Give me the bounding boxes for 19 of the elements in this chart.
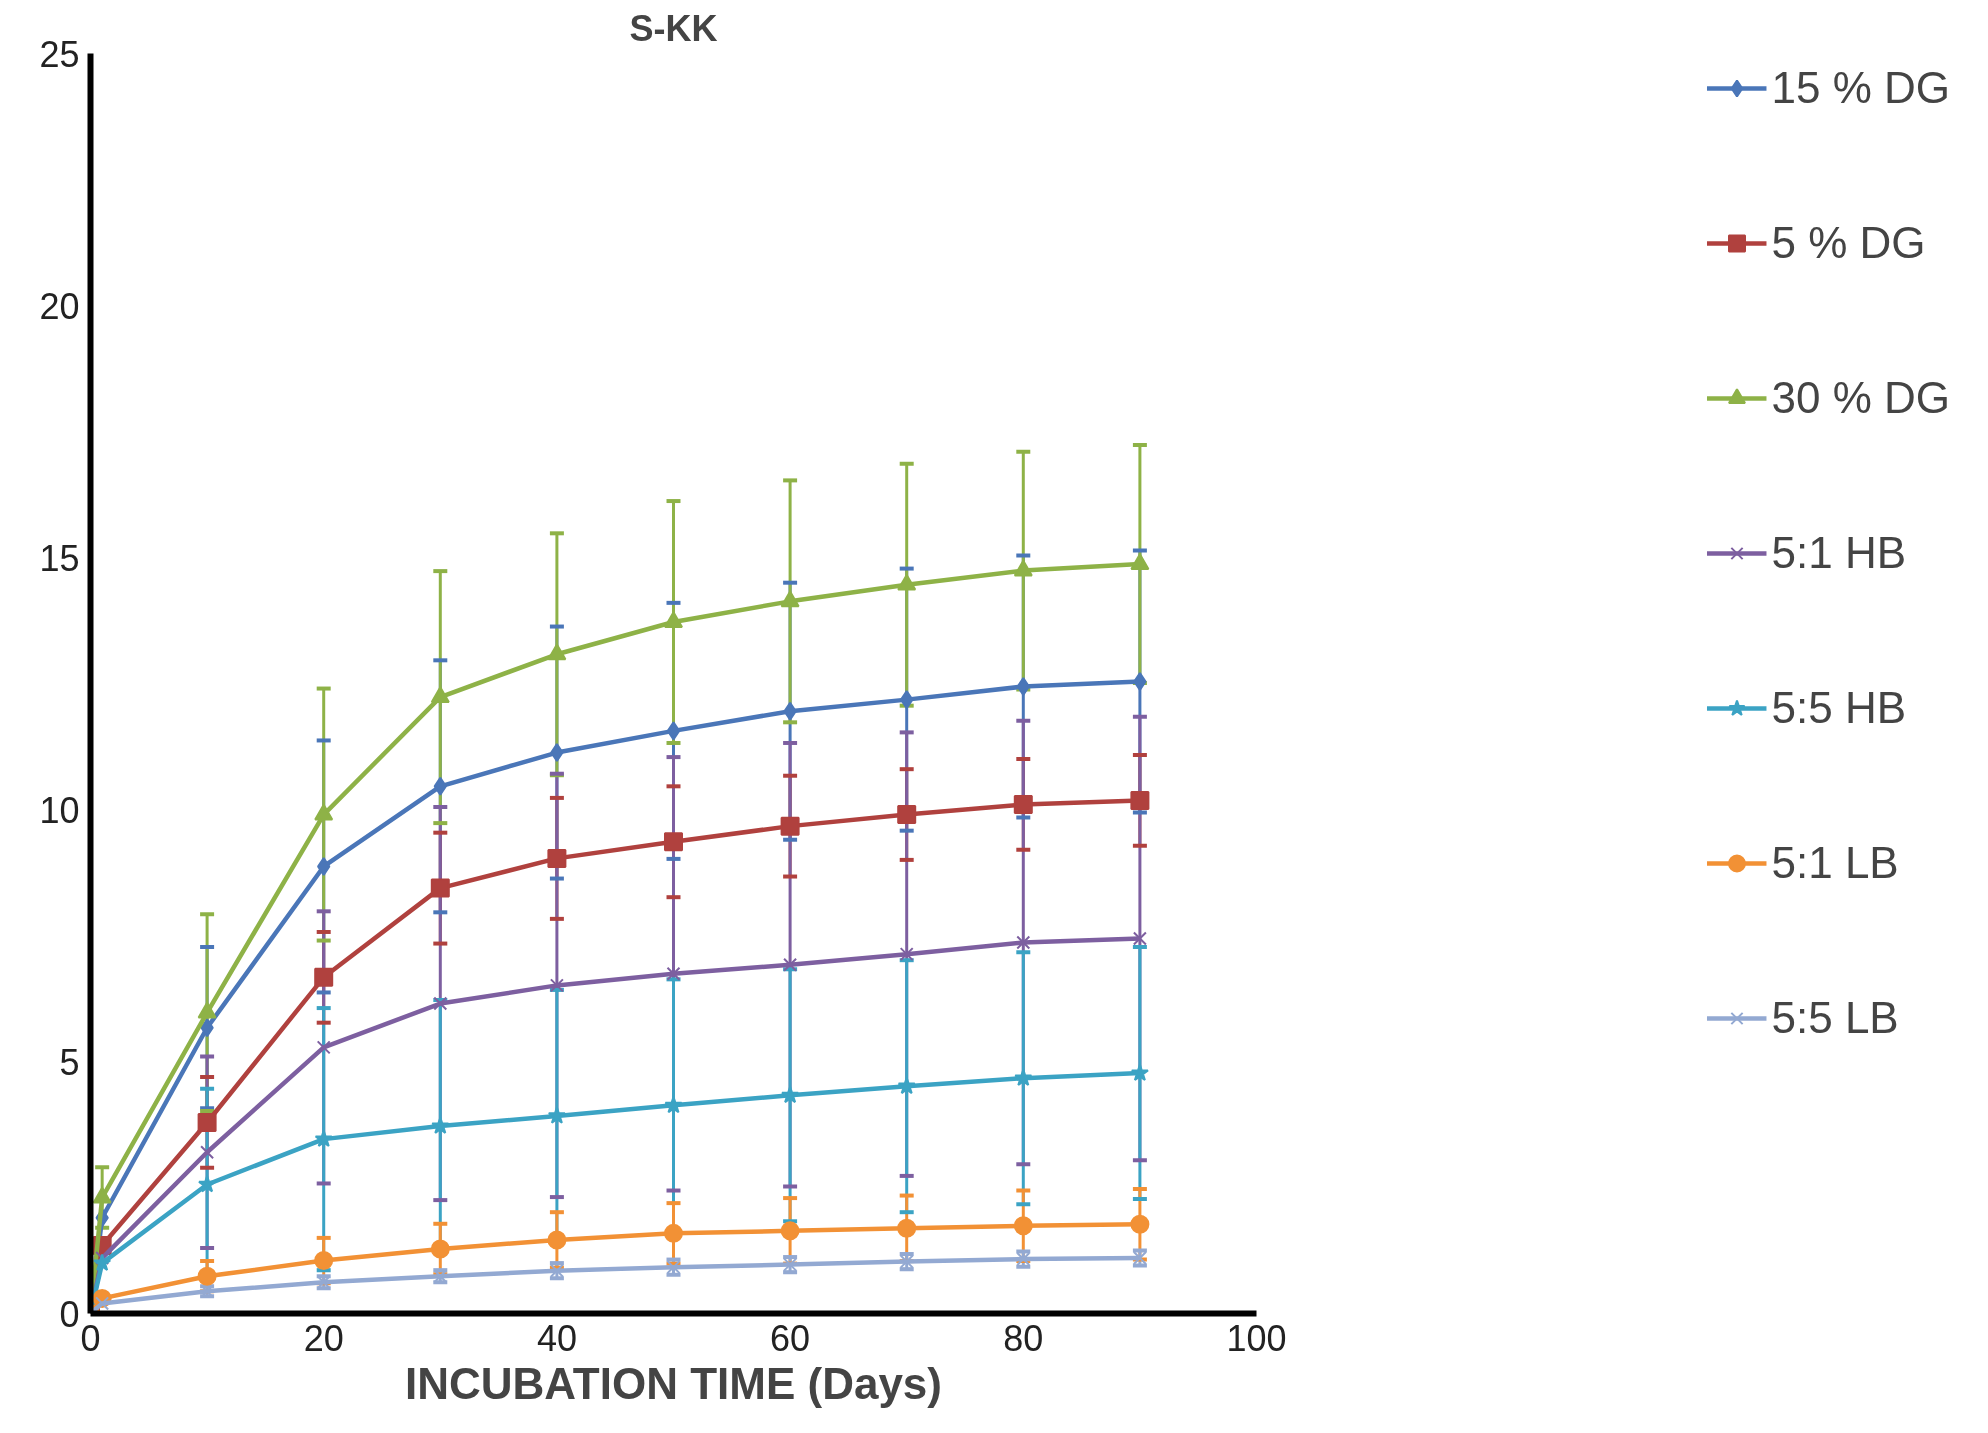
x-tick-label: 60 bbox=[770, 1317, 811, 1359]
legend-label: 30 % DG bbox=[1771, 373, 1950, 423]
y-tick-label: 10 bbox=[39, 789, 80, 831]
x-tick-label: 80 bbox=[1003, 1317, 1044, 1359]
x-tick-label: 100 bbox=[1226, 1317, 1287, 1359]
legend-label: 5:1 HB bbox=[1771, 528, 1906, 578]
x-axis-title: INCUBATION TIME (Days) bbox=[405, 1358, 942, 1408]
legend-label: 5:1 LB bbox=[1771, 838, 1899, 888]
y-tick-label: 25 bbox=[39, 33, 80, 75]
legend-label: 5:5 HB bbox=[1771, 683, 1906, 733]
y-tick-label: 20 bbox=[39, 285, 80, 327]
legend-label: 5:5 LB bbox=[1771, 993, 1899, 1043]
x-tick-label: 20 bbox=[303, 1317, 344, 1359]
chart-title: S-KK bbox=[629, 7, 718, 49]
legend-label: 5 % DG bbox=[1771, 218, 1926, 268]
x-tick-label: 40 bbox=[536, 1317, 577, 1359]
y-tick-label: 5 bbox=[59, 1041, 80, 1083]
y-tick-label: 15 bbox=[39, 537, 80, 579]
legend-label: 15 % DG bbox=[1771, 63, 1950, 113]
